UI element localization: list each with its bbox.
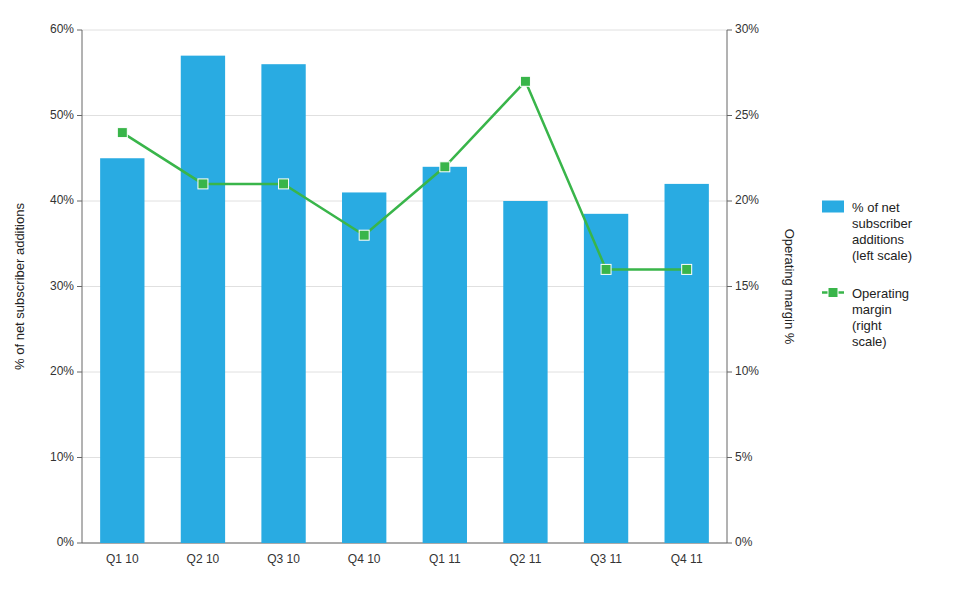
y-tick-label: 30% xyxy=(50,279,74,293)
x-tick-label: Q2 11 xyxy=(510,552,542,566)
grid-line xyxy=(82,457,727,458)
y-tick xyxy=(77,372,82,373)
y2-tick xyxy=(727,543,732,544)
legend-label-line: (right xyxy=(852,318,882,333)
bar xyxy=(261,64,305,543)
legend-label: % of netsubscriberadditions(left scale) xyxy=(852,200,913,263)
y2-tick xyxy=(727,201,732,202)
y-tick xyxy=(77,286,82,287)
y2-tick xyxy=(727,286,732,287)
x-tick-label: Q1 11 xyxy=(429,552,461,566)
marks xyxy=(100,56,709,543)
y-tick-label: 20% xyxy=(50,364,74,378)
y2-tick-label: 25% xyxy=(735,108,759,122)
axes: 0% 10% 20% 30% 40% 50% 60% 0% 5% 10% 15% 20% 25% 30% Q… xyxy=(50,22,759,566)
bar xyxy=(584,214,628,543)
bar xyxy=(503,201,547,543)
grid-line xyxy=(82,115,727,116)
legend-swatch xyxy=(822,201,844,213)
y-tick xyxy=(77,30,82,31)
y-tick xyxy=(77,201,82,202)
y2-tick xyxy=(727,115,732,116)
x-tick-label: Q4 11 xyxy=(671,552,703,566)
marker xyxy=(520,76,530,86)
marker xyxy=(601,264,611,274)
y-axis-label: % of net subscriber additions xyxy=(12,203,27,370)
bar xyxy=(665,184,709,543)
chart-svg: 0% 10% 20% 30% 40% 50% 60% 0% 5% 10% 15% 20% 25% 30% Q… xyxy=(0,0,977,593)
y-tick-label: 10% xyxy=(50,450,74,464)
y2-tick xyxy=(727,30,732,31)
legend-marker xyxy=(828,288,838,298)
y2-axis-label: Operating margin % xyxy=(782,229,797,345)
marker xyxy=(279,179,289,189)
x-tick-label: Q3 10 xyxy=(267,552,300,566)
y2-tick xyxy=(727,457,732,458)
marker xyxy=(198,179,208,189)
legend-label-line: % of net xyxy=(852,200,900,215)
legend-label-line: additions xyxy=(852,232,905,247)
grid-line xyxy=(82,543,727,544)
y2-tick-label: 10% xyxy=(735,364,759,378)
x-tick-label: Q4 10 xyxy=(348,552,381,566)
y2-tick-label: 15% xyxy=(735,279,759,293)
y2-tick-label: 5% xyxy=(735,450,753,464)
marker xyxy=(359,230,369,240)
grid-line xyxy=(82,372,727,373)
marker xyxy=(440,162,450,172)
chart-container: 0% 10% 20% 30% 40% 50% 60% 0% 5% 10% 15% 20% 25% 30% Q… xyxy=(0,0,977,593)
y2-tick-label: 0% xyxy=(735,535,753,549)
x-tick-label: Q1 10 xyxy=(106,552,139,566)
legend-label-line: subscriber xyxy=(852,216,913,231)
grid xyxy=(82,30,727,543)
y-axis-line xyxy=(82,30,83,543)
y2-tick-label: 30% xyxy=(735,22,759,36)
bar xyxy=(181,56,225,543)
y-tick xyxy=(77,115,82,116)
y-tick-label: 40% xyxy=(50,193,74,207)
marker xyxy=(682,264,692,274)
legend: % of netsubscriberadditions(left scale) O… xyxy=(822,200,913,349)
line xyxy=(122,81,686,269)
y2-tick xyxy=(727,372,732,373)
bar xyxy=(423,167,467,543)
x-tick-label: Q2 10 xyxy=(187,552,220,566)
bar xyxy=(342,192,386,543)
legend-label-line: (left scale) xyxy=(852,248,912,263)
legend-label-line: scale) xyxy=(852,334,887,349)
bar xyxy=(100,158,144,543)
y-tick xyxy=(77,543,82,544)
y-tick-label: 50% xyxy=(50,108,74,122)
legend-label-line: Operating xyxy=(852,286,909,301)
y-tick xyxy=(77,457,82,458)
x-tick-label: Q3 11 xyxy=(590,552,622,566)
legend-label: Operatingmargin(rightscale) xyxy=(852,286,909,349)
y2-axis-line xyxy=(727,30,728,543)
marker xyxy=(117,128,127,138)
y-tick-label: 0% xyxy=(57,535,75,549)
y-tick-label: 60% xyxy=(50,22,74,36)
grid-line xyxy=(82,286,727,287)
grid-line xyxy=(82,30,727,31)
x-axis-line xyxy=(82,543,727,544)
y2-tick-label: 20% xyxy=(735,193,759,207)
legend-label-line: margin xyxy=(852,302,892,317)
